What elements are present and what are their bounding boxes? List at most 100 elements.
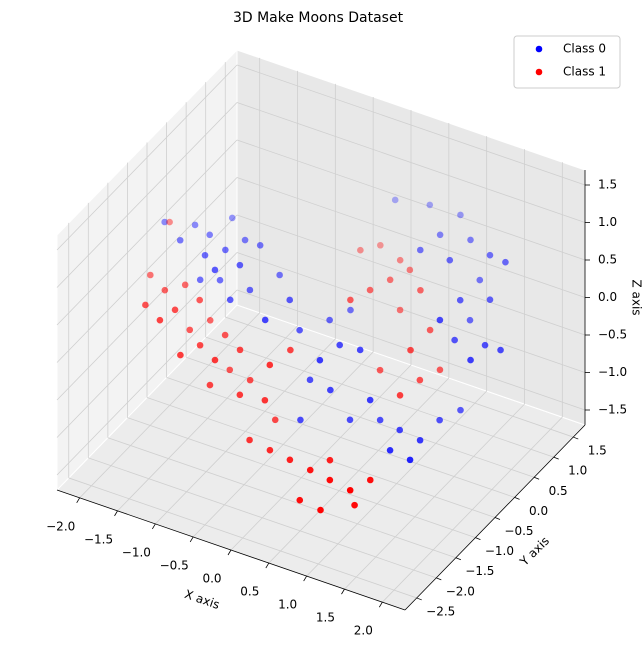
grid-line	[56, 139, 238, 326]
point	[351, 501, 358, 509]
point	[347, 296, 354, 304]
point	[317, 506, 324, 514]
x-tick	[265, 562, 270, 569]
y-tick	[494, 517, 501, 520]
y-tick	[475, 537, 481, 540]
point	[417, 286, 424, 294]
point	[246, 436, 253, 444]
point	[366, 476, 374, 484]
z-tick-label: 0.5	[598, 253, 617, 267]
z-tick-label: 1.0	[598, 215, 617, 229]
grid-line	[56, 102, 238, 288]
y-tick-label: −1.0	[485, 544, 514, 558]
point	[222, 246, 229, 254]
point	[271, 416, 279, 424]
point	[226, 296, 234, 304]
point	[286, 296, 294, 304]
grid-line	[56, 177, 238, 363]
point	[436, 366, 444, 374]
point	[356, 346, 364, 354]
point	[236, 261, 244, 269]
point	[386, 447, 394, 454]
point	[161, 286, 169, 294]
point	[456, 296, 464, 304]
point	[457, 406, 464, 414]
point	[176, 236, 184, 244]
x-axis-label: X axis	[183, 587, 222, 612]
point	[347, 306, 354, 314]
point	[161, 218, 168, 226]
y-tick	[455, 557, 462, 561]
grid-line	[236, 252, 586, 373]
point	[236, 391, 244, 399]
point	[426, 201, 434, 209]
z-tick-label: −0.5	[598, 328, 627, 342]
point	[416, 246, 424, 254]
point	[451, 336, 458, 344]
x-tick	[76, 497, 81, 504]
point	[181, 281, 189, 289]
point	[406, 456, 414, 464]
point	[396, 256, 404, 264]
z-tick-label: −1.0	[598, 365, 627, 379]
point	[228, 214, 236, 222]
point	[396, 306, 404, 314]
y-tick-label: 0.5	[549, 484, 568, 498]
x-tick	[378, 601, 383, 608]
point	[196, 296, 203, 304]
grid-line	[225, 316, 574, 438]
grid-line	[56, 252, 238, 438]
y-tick	[573, 436, 579, 440]
point	[261, 396, 269, 404]
x-tick	[227, 549, 232, 556]
point	[186, 326, 194, 334]
point	[436, 416, 443, 424]
point	[266, 446, 274, 454]
point	[326, 456, 334, 464]
y-tick	[533, 476, 540, 480]
point	[376, 416, 384, 424]
point	[476, 276, 484, 284]
y-tick-label: −2.0	[446, 584, 475, 598]
point	[366, 396, 374, 404]
point	[296, 496, 304, 504]
point	[377, 241, 384, 249]
point	[196, 341, 204, 349]
y-tick	[436, 577, 442, 581]
point	[147, 271, 154, 279]
point	[297, 416, 304, 424]
point	[326, 476, 334, 484]
y-tick	[514, 497, 520, 500]
x-tick-label: −2.0	[46, 519, 75, 533]
point	[502, 258, 509, 266]
x-tick-label: −0.5	[160, 558, 189, 572]
legend-label: Class 0	[563, 42, 606, 56]
grid-line	[166, 377, 515, 498]
x-axis-line	[56, 489, 406, 611]
point	[211, 356, 219, 364]
point	[156, 316, 164, 324]
legend-marker	[535, 68, 543, 76]
grid-line	[88, 457, 437, 579]
z-tick-label: 0.0	[598, 290, 617, 304]
y-tick-label: 1.5	[588, 444, 607, 458]
z-axis-label: Z axis	[630, 279, 644, 315]
point	[436, 316, 444, 324]
x-tick-label: 0.5	[240, 585, 259, 599]
point	[426, 326, 434, 334]
point	[346, 486, 354, 494]
point	[261, 316, 269, 324]
grid-line	[127, 417, 476, 538]
point	[142, 301, 149, 309]
y-tick	[416, 597, 422, 601]
grid-line	[56, 64, 238, 251]
legend-marker	[535, 45, 543, 53]
point	[206, 316, 214, 324]
y-axis-label: Y axis	[517, 534, 552, 569]
point	[497, 346, 504, 354]
point	[206, 231, 214, 239]
point	[276, 271, 283, 279]
point	[396, 426, 404, 434]
point	[406, 266, 414, 274]
